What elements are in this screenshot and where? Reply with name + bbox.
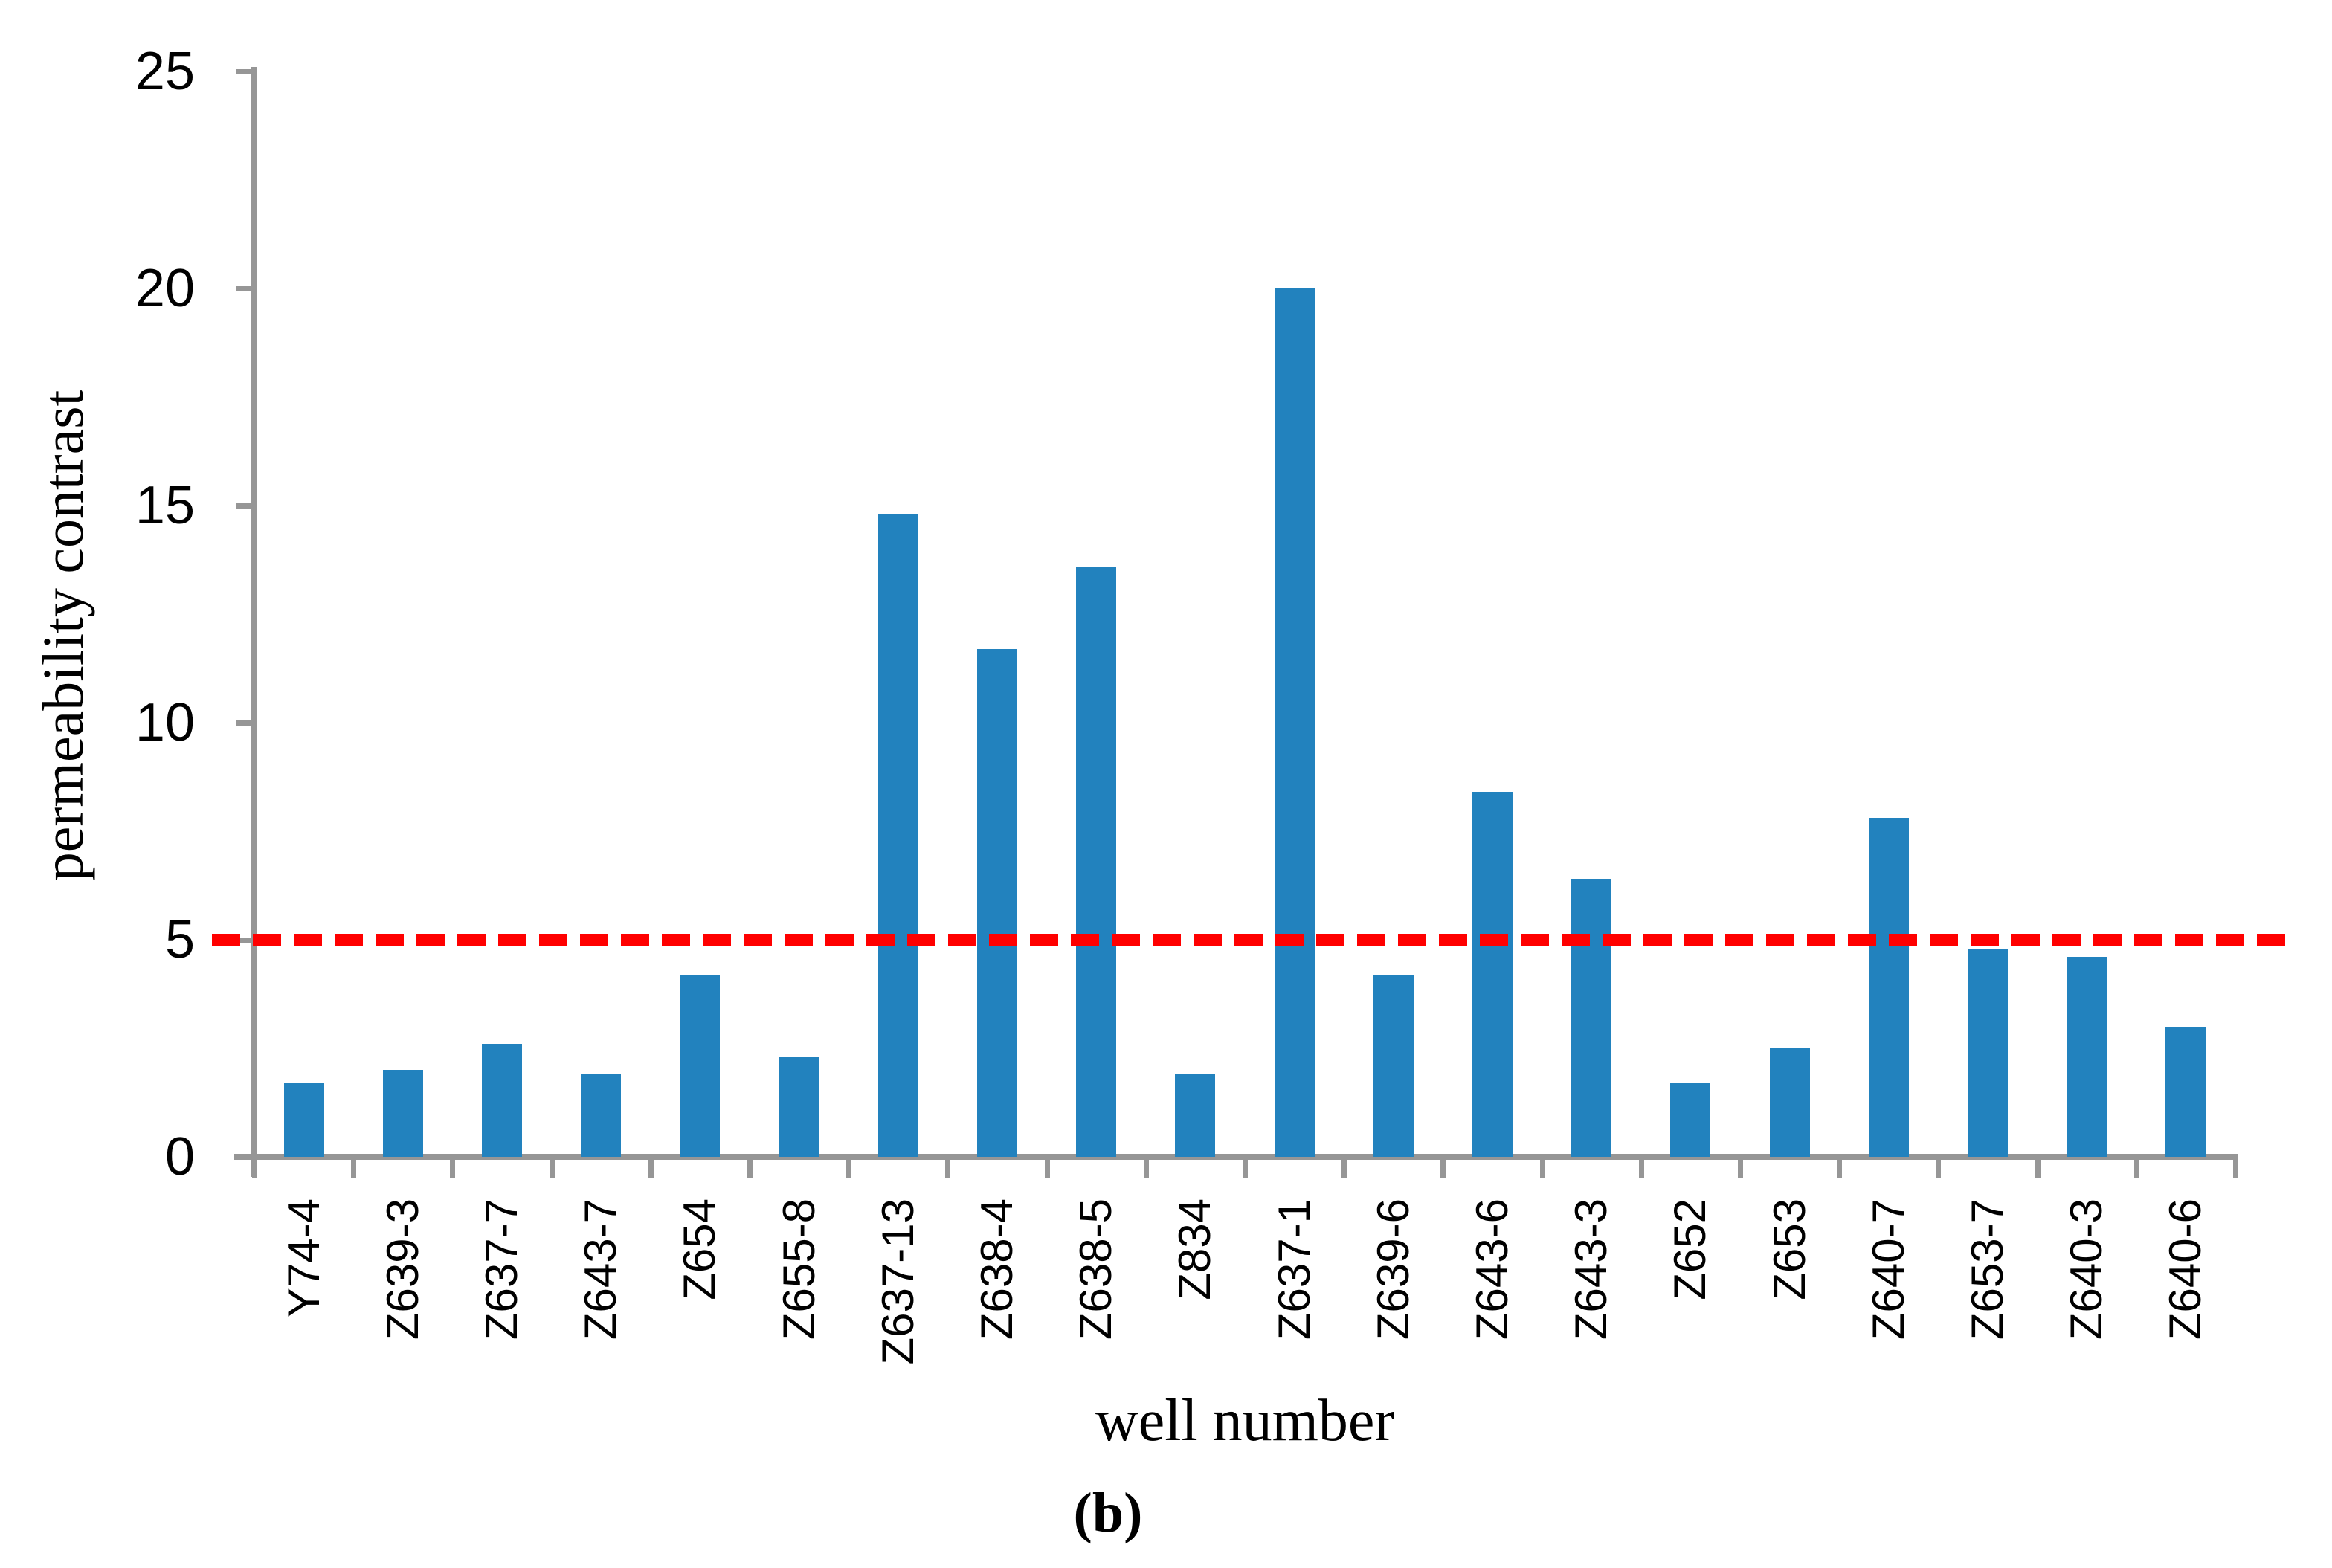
y-tick-label: 15 xyxy=(135,476,195,535)
x-axis-tick xyxy=(550,1157,555,1178)
x-axis-tick xyxy=(945,1157,950,1178)
x-category-label: Z638-5 xyxy=(1071,1198,1121,1340)
y-axis-line xyxy=(251,67,257,1177)
x-category-label: Z654 xyxy=(674,1198,724,1300)
y-tick-label: 25 xyxy=(135,42,195,101)
y-axis-tick xyxy=(236,286,254,291)
y-tick-label: 20 xyxy=(135,259,195,318)
x-axis-title: well number xyxy=(1095,1388,1395,1454)
x-category-label: Z637-13 xyxy=(873,1198,923,1365)
x-axis-tick xyxy=(2134,1157,2139,1178)
bar xyxy=(1472,792,1513,1157)
x-category-label: Z640-3 xyxy=(2061,1198,2111,1340)
y-axis-tick xyxy=(236,69,254,74)
x-category-label: Z639-3 xyxy=(378,1198,428,1340)
bar xyxy=(779,1057,819,1157)
figure-caption: (b) xyxy=(1073,1482,1143,1544)
x-axis-tick xyxy=(846,1157,851,1178)
bar xyxy=(1076,567,1116,1157)
y-tick-label: 5 xyxy=(164,910,195,969)
x-axis-tick xyxy=(351,1157,356,1178)
x-axis-tick xyxy=(648,1157,654,1178)
bar xyxy=(878,514,918,1157)
x-category-label: Z640-7 xyxy=(1864,1198,1913,1340)
x-axis-tick xyxy=(1936,1157,1941,1178)
y-axis-title: permeability contrast xyxy=(30,390,95,882)
x-category-label: Z640-6 xyxy=(2160,1198,2210,1340)
threshold-line xyxy=(212,934,2294,946)
bar xyxy=(1571,879,1611,1157)
x-axis-tick xyxy=(1144,1157,1149,1178)
bar xyxy=(1968,949,2008,1157)
bar xyxy=(284,1083,324,1157)
y-axis-tick xyxy=(236,720,254,726)
x-axis-tick xyxy=(1837,1157,1842,1178)
x-axis-tick xyxy=(1440,1157,1446,1178)
bar xyxy=(1670,1083,1710,1157)
x-axis-tick xyxy=(2035,1157,2040,1178)
x-axis-tick xyxy=(450,1157,455,1178)
bar xyxy=(581,1074,621,1157)
x-axis-line xyxy=(234,1154,2238,1160)
bar xyxy=(1373,975,1414,1157)
bar xyxy=(1275,288,1315,1157)
bar xyxy=(2067,957,2107,1157)
bar xyxy=(1869,818,1909,1157)
y-tick-label: 0 xyxy=(164,1127,195,1187)
x-category-label: Y74-4 xyxy=(279,1198,329,1318)
x-category-label: Z643-6 xyxy=(1467,1198,1517,1340)
y-axis-tick xyxy=(236,1155,254,1160)
x-axis-tick xyxy=(1045,1157,1050,1178)
y-tick-label: 10 xyxy=(135,693,195,752)
x-category-label: Z834 xyxy=(1170,1198,1220,1300)
x-axis-tick xyxy=(2233,1157,2238,1178)
x-category-label: Z643-7 xyxy=(576,1198,625,1340)
x-axis-tick xyxy=(1540,1157,1545,1178)
bar xyxy=(2165,1027,2206,1157)
bar xyxy=(977,649,1017,1157)
x-category-label: Z637-1 xyxy=(1269,1198,1319,1340)
bar xyxy=(482,1044,522,1157)
bar xyxy=(1770,1048,1810,1157)
x-category-label: Z652 xyxy=(1665,1198,1715,1300)
x-category-label: Z643-3 xyxy=(1566,1198,1616,1340)
x-axis-tick xyxy=(252,1157,257,1178)
x-category-label: Z639-6 xyxy=(1368,1198,1418,1340)
x-axis-tick xyxy=(1243,1157,1248,1178)
x-axis-tick xyxy=(1341,1157,1347,1178)
x-category-label: Z655-8 xyxy=(774,1198,824,1340)
y-axis-tick xyxy=(236,503,254,509)
x-axis-tick xyxy=(1639,1157,1644,1178)
bar xyxy=(383,1070,423,1157)
x-category-label: Z637-7 xyxy=(477,1198,526,1340)
x-category-label: Z653-7 xyxy=(1962,1198,2012,1340)
x-axis-tick xyxy=(1738,1157,1743,1178)
x-axis-tick xyxy=(747,1157,753,1178)
x-category-label: Z638-4 xyxy=(972,1198,1022,1340)
x-category-label: Z653 xyxy=(1765,1198,1814,1300)
bar xyxy=(1175,1074,1215,1157)
bar xyxy=(680,975,720,1157)
